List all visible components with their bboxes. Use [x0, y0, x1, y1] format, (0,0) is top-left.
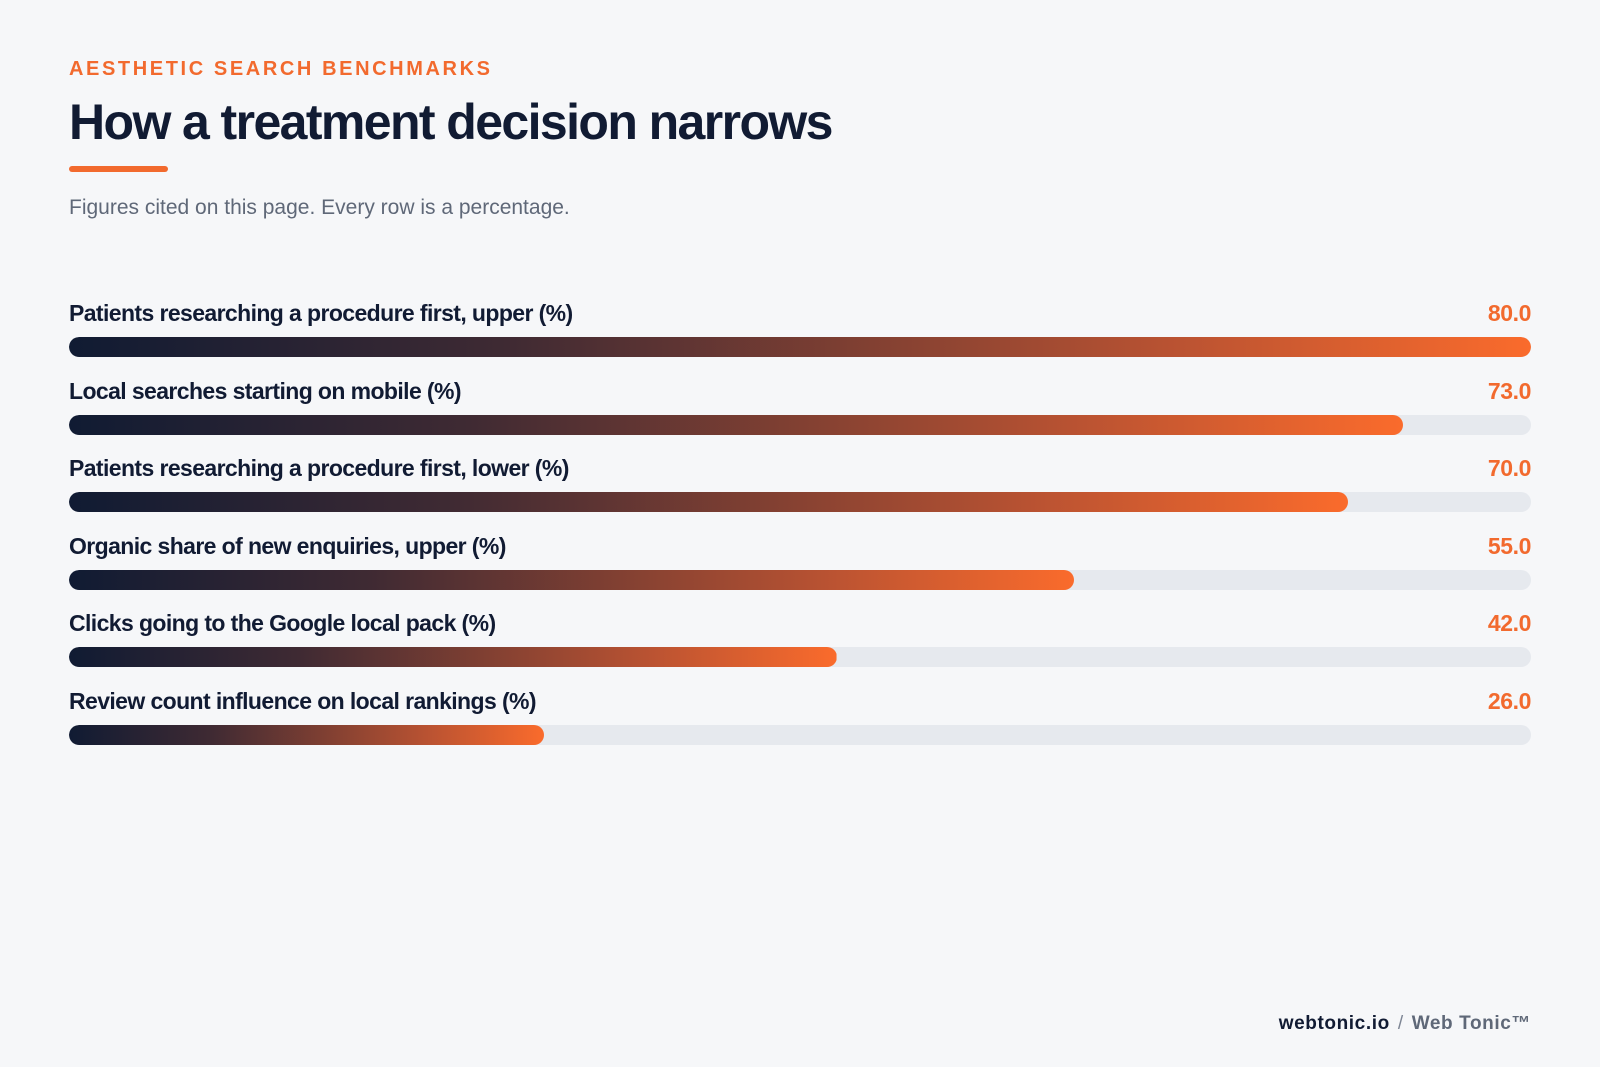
bar-fill: [69, 414, 1404, 435]
footer-domain: webtonic.io: [1278, 1013, 1390, 1034]
bar-value-label: 42.0: [1487, 610, 1532, 636]
bar-fill: [69, 337, 1531, 357]
bar-value-label: 70.0: [1487, 455, 1532, 481]
bar-label: Patients researching a procedure first, …: [69, 300, 573, 326]
bar-chart: Patients researching a procedure first, …: [69, 296, 1531, 761]
bar-label: Patients researching a procedure first, …: [69, 455, 569, 481]
bar-label: Review count influence on local rankings…: [69, 687, 537, 714]
bar-value-label: 73.0: [1487, 377, 1532, 404]
footer-brand: Web Tonic™: [1411, 1013, 1531, 1034]
bar-value-label: 80.0: [1487, 300, 1532, 326]
bar-row: Clicks going to the Google local pack (%…: [69, 606, 1531, 684]
bar-row: Local searches starting on mobile (%) 73.…: [69, 374, 1531, 452]
bar-track: [69, 414, 1531, 435]
page-title: How a treatment decision narrows: [69, 94, 833, 150]
bar-track: [69, 647, 1531, 667]
footer-credit: webtonic.io / Web Tonic™: [1279, 1013, 1531, 1035]
eyebrow-label: AESTHETIC SEARCH BENCHMARKS: [69, 58, 493, 80]
bar-label: Clicks going to the Google local pack (%…: [69, 610, 496, 636]
footer-separator: /: [1397, 1013, 1404, 1034]
bar-value-label: 55.0: [1487, 532, 1532, 559]
bar-track: [69, 569, 1531, 590]
bar-label: Organic share of new enquiries, upper (%…: [69, 532, 506, 559]
bar-row: Organic share of new enquiries, upper (%…: [69, 529, 1531, 607]
bar-fill: [69, 724, 545, 745]
bar-label: Local searches starting on mobile (%): [69, 377, 462, 404]
page-subtitle: Figures cited on this page. Every row is…: [69, 196, 570, 219]
chart-page: AESTHETIC SEARCH BENCHMARKS How a treatm…: [69, 0, 1531, 1067]
bar-fill: [69, 647, 837, 667]
bar-row: Patients researching a procedure first, …: [69, 451, 1531, 529]
bar-fill: [69, 492, 1349, 512]
bar-track: [69, 492, 1531, 512]
bar-row: Patients researching a procedure first, …: [69, 296, 1531, 374]
title-accent-rule: [69, 166, 168, 172]
bar-track: [69, 724, 1531, 745]
bar-row: Review count influence on local rankings…: [69, 684, 1531, 762]
bar-fill: [69, 569, 1075, 590]
bar-value-label: 26.0: [1487, 687, 1532, 714]
bar-track: [69, 337, 1531, 357]
